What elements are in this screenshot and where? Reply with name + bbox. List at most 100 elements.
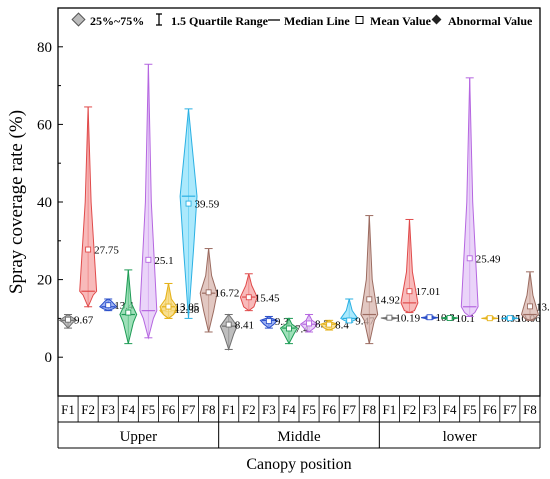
legend-mean-icon xyxy=(355,16,364,24)
legend-item: Abnormal Value xyxy=(431,14,533,28)
mean-marker xyxy=(205,289,212,296)
legend-outlier-icon xyxy=(431,14,442,25)
mean-marker xyxy=(225,321,232,328)
x-tick-label: F3 xyxy=(101,402,115,417)
violin-body xyxy=(360,215,379,344)
mean-label: 16.72 xyxy=(215,287,240,299)
mean-marker xyxy=(466,255,473,262)
x-tick-label: F4 xyxy=(443,402,457,417)
mean-marker xyxy=(426,314,433,321)
legend-item: Median Line xyxy=(268,14,350,28)
box-middle-f8: 14.92 xyxy=(360,215,400,345)
legend-label: 25%~75% xyxy=(90,14,144,28)
violin-body xyxy=(460,77,479,318)
group-label: Upper xyxy=(120,429,158,445)
box-lower-f1: 10.19 xyxy=(380,313,421,325)
mean-marker xyxy=(165,303,172,310)
mean-marker xyxy=(346,317,353,324)
mean-label: 27.75 xyxy=(94,245,119,257)
y-tick-label: 0 xyxy=(45,350,53,366)
x-tick-label: F7 xyxy=(503,402,517,417)
x-tick-label: F5 xyxy=(302,402,316,417)
mean-label: 25.1 xyxy=(154,255,173,267)
legend: 25%~75% 1.5 Quartile Range Median Line Mean… xyxy=(71,12,533,28)
mean-label: 15.45 xyxy=(255,292,280,304)
x-tick-label: F6 xyxy=(483,402,497,417)
group-label: Middle xyxy=(277,429,321,445)
y-tick-label: 80 xyxy=(37,40,52,56)
x-tick-label: F1 xyxy=(383,402,397,417)
legend-label: Mean Value xyxy=(370,14,432,28)
mean-label: 8.41 xyxy=(235,320,254,332)
box-lower-f5: 25.49 xyxy=(460,77,501,318)
x-tick-label: F3 xyxy=(423,402,437,417)
mean-label: 39.59 xyxy=(195,199,220,211)
violin-body xyxy=(139,64,158,340)
box-middle-f6: 8.4 xyxy=(319,320,349,332)
box-upper-f2: 27.75 xyxy=(79,106,119,309)
box-upper-f6: 13.05 xyxy=(159,282,200,320)
x-axis-label: Canopy position xyxy=(246,456,351,473)
mean-marker xyxy=(386,314,393,321)
mean-label: 10.19 xyxy=(395,313,420,325)
x-tick-label: F2 xyxy=(242,402,256,417)
mean-marker xyxy=(506,315,513,322)
y-tick-label: 40 xyxy=(37,195,52,211)
x-tick-label: F7 xyxy=(342,402,356,417)
legend-item: 1.5 Quartile Range xyxy=(156,13,269,28)
violin-body xyxy=(79,106,98,309)
mean-marker xyxy=(265,318,272,325)
x-tick-label: F1 xyxy=(222,402,236,417)
violin-body xyxy=(520,271,539,321)
mean-marker xyxy=(185,200,192,207)
box-upper-f8: 16.72 xyxy=(199,248,240,333)
violin-body xyxy=(159,283,178,320)
mean-label: 13.1 xyxy=(536,301,550,313)
group-label: lower xyxy=(443,429,477,445)
legend-item: 25%~75% xyxy=(71,12,144,28)
legend-item: Mean Value xyxy=(355,14,432,28)
mean-marker xyxy=(406,288,413,295)
box-upper-f7: 39.59 xyxy=(179,108,220,319)
mean-label: 12.38 xyxy=(174,304,199,316)
mean-label: 17.01 xyxy=(415,286,440,298)
violin-body xyxy=(239,273,258,312)
violin-body xyxy=(400,219,419,314)
x-tick-label: F8 xyxy=(362,402,376,417)
mean-label: 14.92 xyxy=(375,294,400,306)
x-tick-label: F6 xyxy=(162,402,176,417)
mean-label: 13.05 xyxy=(174,302,199,314)
mean-marker xyxy=(326,321,333,328)
mean-marker xyxy=(486,315,493,322)
x-tick-label: F1 xyxy=(61,402,75,417)
legend-label: Median Line xyxy=(284,14,350,28)
mean-label: 25.49 xyxy=(476,253,501,265)
mean-label: 9.67 xyxy=(74,315,94,327)
x-tick-label: F2 xyxy=(403,402,417,417)
box-middle-f2: 15.45 xyxy=(239,273,280,312)
box-lower-f4: 10.1 xyxy=(441,313,475,325)
mean-marker xyxy=(446,315,453,321)
x-tick-label: F7 xyxy=(182,402,196,417)
mean-marker xyxy=(245,294,252,301)
violin-body xyxy=(179,108,198,319)
violin-body xyxy=(119,269,138,344)
box-upper-f4 xyxy=(119,269,138,345)
box-upper-f5: 25.1 xyxy=(139,63,174,340)
x-tick-label: F4 xyxy=(282,402,296,417)
mean-marker xyxy=(527,303,533,310)
box-lower-f2: 17.01 xyxy=(400,218,440,314)
box-lower-f8: 13.1 xyxy=(520,271,550,321)
x-tick-label: F4 xyxy=(121,402,135,417)
mean-marker xyxy=(145,256,152,263)
y-tick-label: 20 xyxy=(37,273,52,289)
x-tick-label: F3 xyxy=(262,402,276,417)
box-middle-f1: 8.41 xyxy=(219,313,254,351)
y-tick-label: 60 xyxy=(37,117,52,133)
mean-marker xyxy=(105,302,112,309)
x-tick-label: F6 xyxy=(322,402,336,417)
y-axis-label: Spray coverage rate (%) xyxy=(6,110,27,294)
violin-body xyxy=(219,313,238,351)
mean-marker xyxy=(366,296,373,303)
